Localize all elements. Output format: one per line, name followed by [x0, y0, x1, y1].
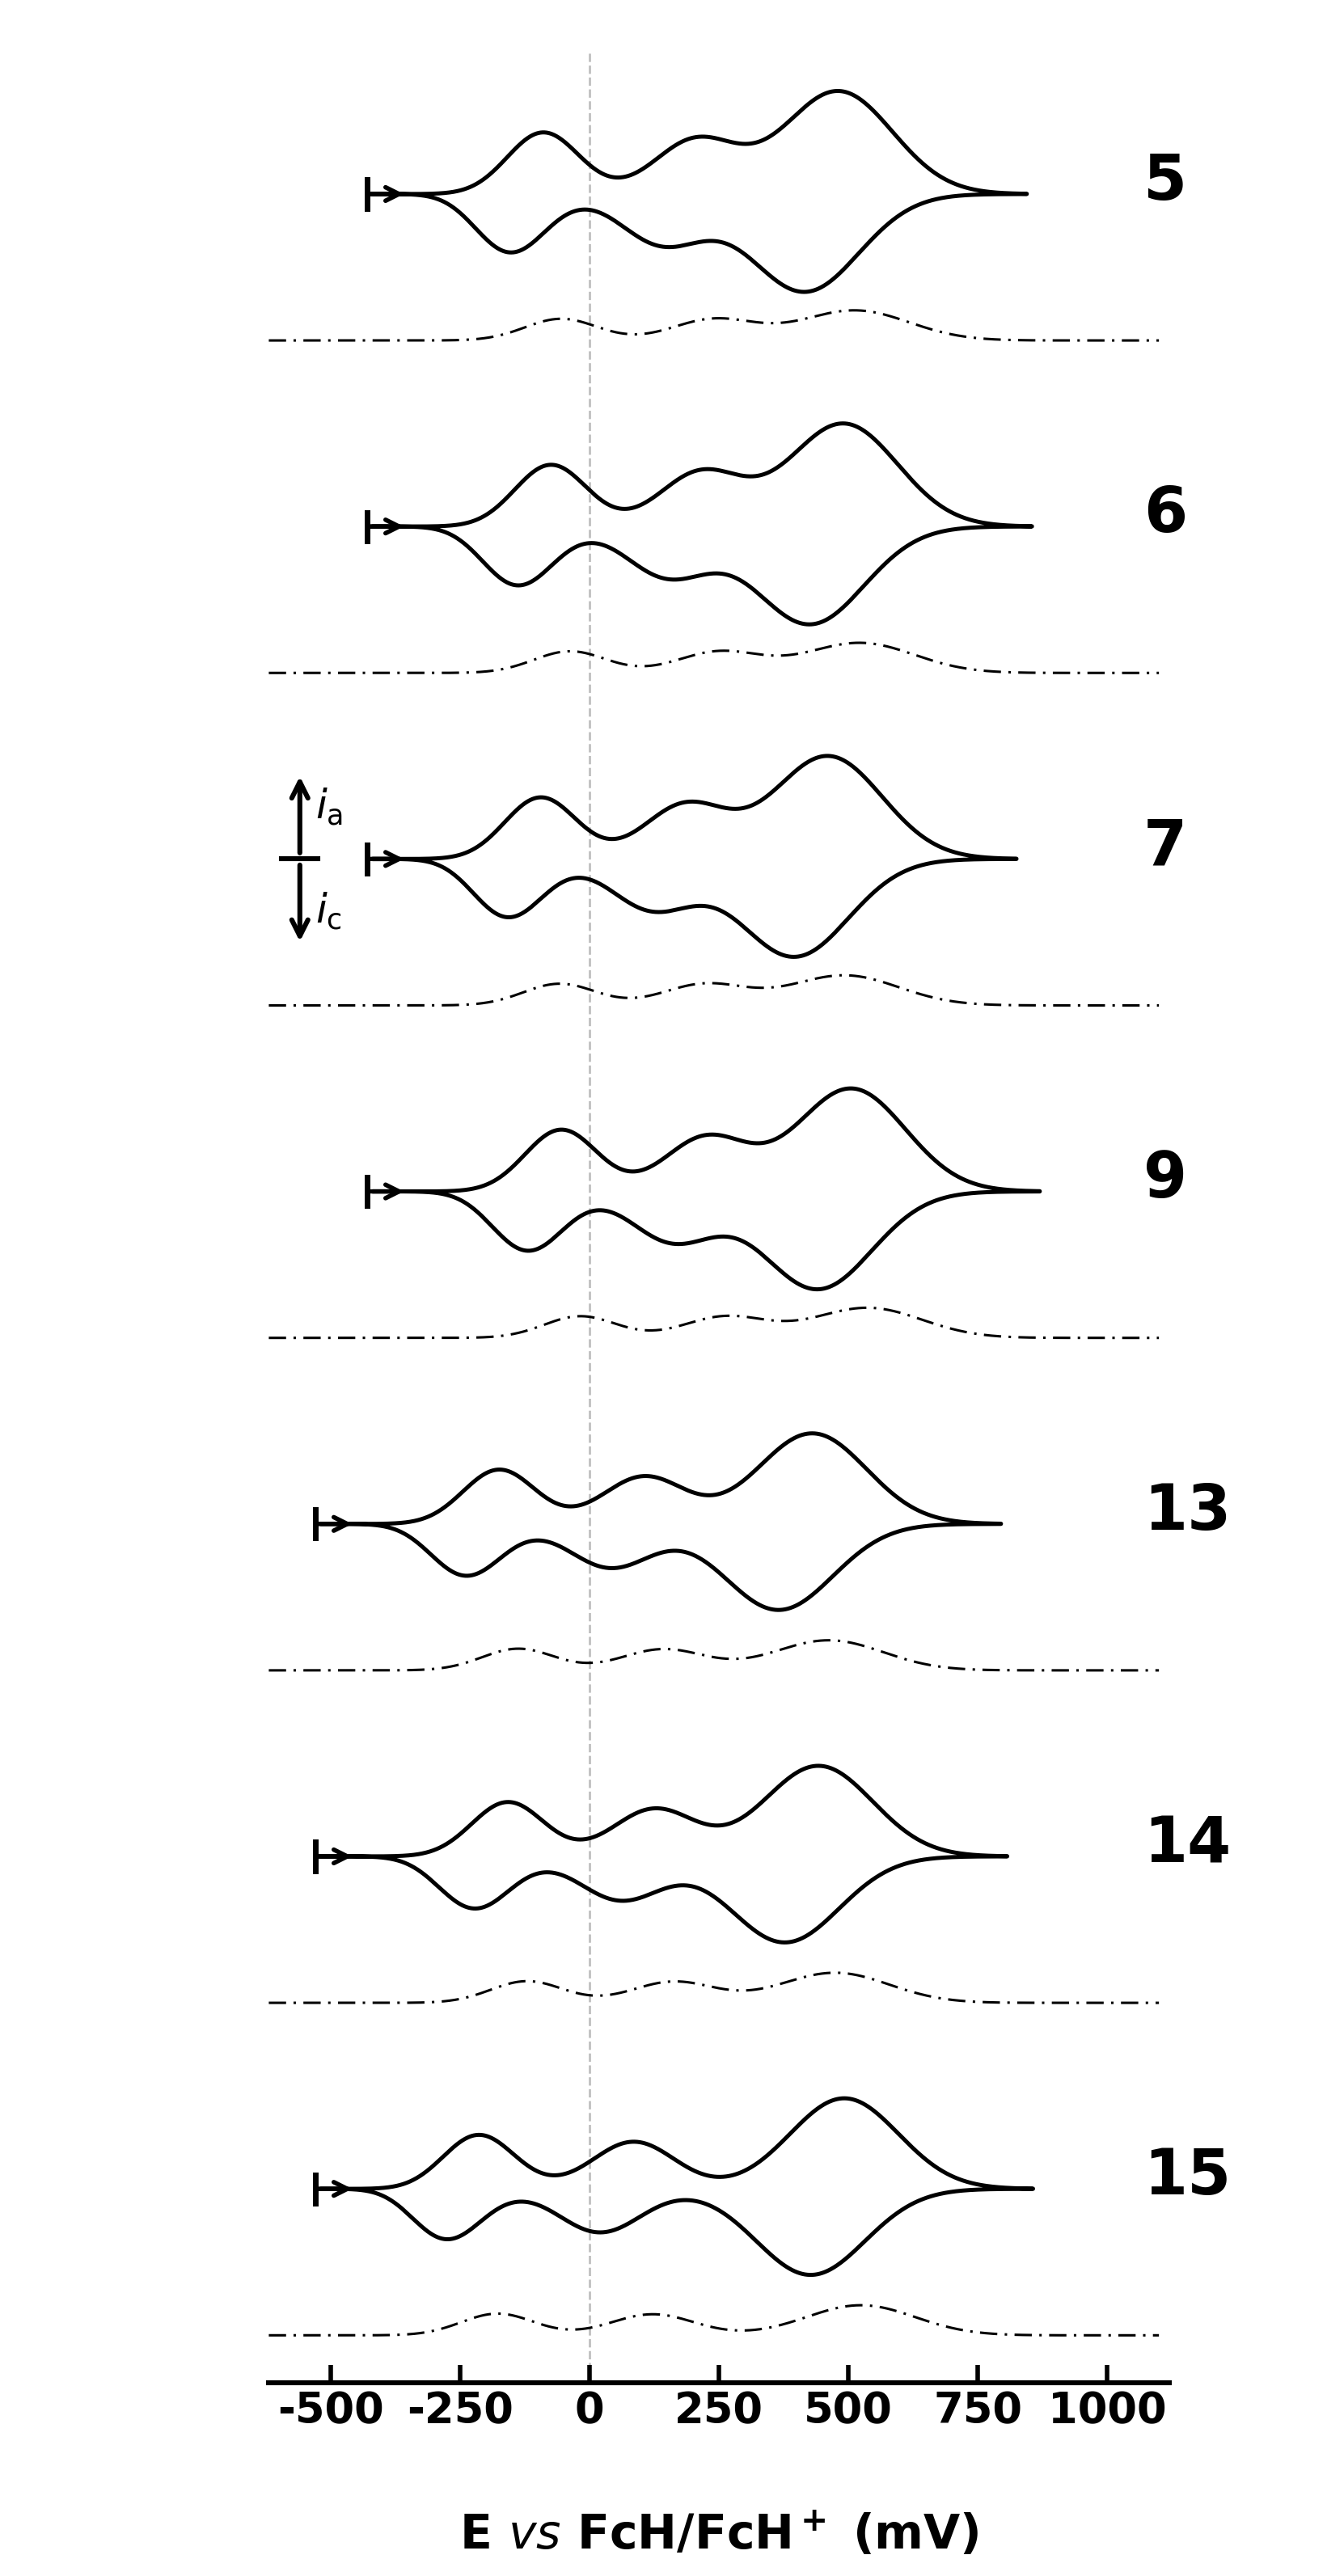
Text: 9: 9	[1144, 1149, 1187, 1211]
Text: 7: 7	[1144, 817, 1187, 878]
Text: $\mathbf{E}$ $\mathbf{\mathit{vs}}$ $\mathbf{FcH/FcH^+}$ $\mathbf{(mV)}$: $\mathbf{E}$ $\mathbf{\mathit{vs}}$ $\ma…	[460, 2512, 978, 2558]
Text: 13: 13	[1144, 1481, 1231, 1543]
Text: 15: 15	[1144, 2146, 1231, 2208]
Text: $i_\mathrm{a}$: $i_\mathrm{a}$	[316, 786, 343, 827]
Text: $i_\mathrm{c}$: $i_\mathrm{c}$	[316, 891, 341, 933]
Text: 5: 5	[1144, 152, 1187, 214]
Text: 14: 14	[1144, 1814, 1231, 1875]
Text: 6: 6	[1144, 484, 1187, 546]
